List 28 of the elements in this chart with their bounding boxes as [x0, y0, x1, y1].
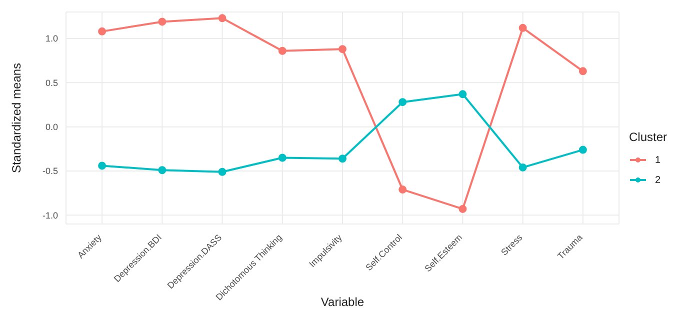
point — [398, 98, 407, 106]
point — [158, 18, 166, 26]
y-axis-title: Standardized means — [9, 62, 24, 174]
legend-title: Cluster — [628, 130, 667, 144]
point — [218, 14, 226, 22]
point — [278, 154, 286, 162]
point — [218, 168, 226, 176]
point — [398, 186, 407, 194]
point — [98, 162, 106, 170]
y-tick-label: 1.0 — [45, 34, 58, 44]
point — [578, 67, 587, 76]
y-tick-label: 0.5 — [45, 78, 58, 88]
y-tick-label: 0.0 — [45, 122, 58, 132]
point — [98, 27, 106, 36]
y-tick-label: -0.5 — [42, 166, 58, 176]
point — [518, 24, 527, 32]
y-tick-label: -1.0 — [42, 210, 58, 220]
x-axis-title: Variable — [320, 295, 364, 309]
legend-label: 2 — [654, 174, 661, 186]
point — [578, 146, 587, 154]
point — [158, 166, 166, 174]
point — [338, 154, 346, 163]
legend-label: 1 — [654, 154, 661, 166]
point — [458, 204, 467, 213]
point — [338, 45, 346, 54]
point — [278, 46, 286, 55]
point — [458, 90, 467, 98]
point — [518, 163, 527, 172]
